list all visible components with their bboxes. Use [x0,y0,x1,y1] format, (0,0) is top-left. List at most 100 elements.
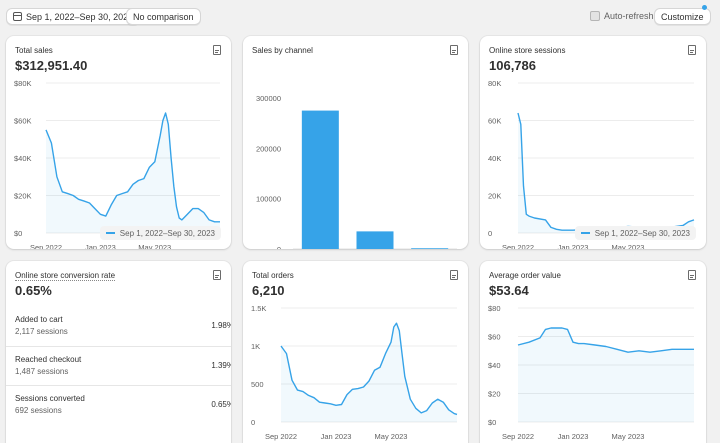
aov-card[interactable]: Average order value $53.64 $0 $20 $40 $60 $8… [480,261,706,443]
legend-swatch [105,232,115,234]
series-line [517,112,695,231]
x-tick-label: Sep 2022 [265,432,297,441]
report-icon[interactable] [213,270,221,280]
x-tick-label: Jan 2023 [85,243,116,249]
series-line [517,327,694,353]
auto-refresh-checkbox[interactable] [590,11,600,21]
y-tick-label: 40K [488,154,501,163]
y-tick-label: 0 [251,418,255,427]
y-tick-label: 80K [488,79,501,88]
sales-by-channel-chart: 0100000200000300000FunnelishOnlineStoreD… [256,94,457,249]
funnel-row-sessions-converted: Sessions converted 692 sessions 0.65% [6,385,231,424]
card-title: Average order value [489,271,561,280]
y-tick-label: $80 [488,304,501,313]
x-tick-label: Jan 2023 [558,243,589,249]
x-tick-label: May 2023 [375,432,408,441]
card-title: Total sales [15,46,53,55]
row-sessions: 692 sessions [15,406,62,415]
conversion-rate-card[interactable]: Online store conversion rate 0.65% Added… [6,261,231,443]
row-label: Added to cart [15,315,63,324]
sessions-card[interactable]: Online store sessions 106,786 0 20K 40K 60K… [480,36,706,249]
date-range-button[interactable]: Sep 1, 2022–Sep 30, 2023 [6,8,141,25]
aov-chart: $0 $20 $40 $60 $80 Sep 2022 Jan 2023 May 2023 [488,304,694,441]
series-area [281,323,457,422]
y-tick-label: 0 [277,245,281,249]
x-tick-label: Sep 2022 [30,243,62,249]
y-tick-label: 20K [488,192,501,201]
x-tick-label: Sep 2022 [502,432,534,441]
x-tick-label: May 2023 [612,243,645,249]
card-title: Sales by channel [252,46,313,55]
y-tick-label: $40K [14,154,32,163]
total-orders-chart: 0 500 1K 1.5K Sep 2022 Jan 2023 May 2023 [251,304,458,441]
chart-legend: Sep 1, 2022–Sep 30, 2023 [99,226,221,240]
sales-by-channel-card[interactable]: Sales by channel 0100000200000300000Funn… [243,36,468,249]
card-value: $312,951.40 [15,58,88,73]
y-tick-label: 0 [488,229,492,238]
legend-swatch [580,232,590,234]
comparison-button[interactable]: No comparison [126,8,201,25]
card-title: Online store conversion rate [15,271,116,281]
auto-refresh-toggle[interactable]: Auto-refresh [590,11,654,21]
y-tick-label: $20K [14,192,32,201]
bar [356,231,394,249]
y-tick-label: $0 [14,229,22,238]
y-tick-label: $20 [488,390,501,399]
row-sessions: 1,487 sessions [15,367,69,376]
funnel-row-reached-checkout: Reached checkout 1,487 sessions 1.39% [6,346,231,385]
series-area [46,113,220,233]
x-tick-label: May 2023 [138,243,171,249]
report-icon[interactable] [450,270,458,280]
x-tick-label: Jan 2023 [558,432,589,441]
report-icon[interactable] [688,270,696,280]
series-area [518,328,694,422]
report-icon[interactable] [450,45,458,55]
row-rate: 1.39% [211,361,231,370]
total-sales-card[interactable]: Total sales $312,951.40 $0 $20K $40K $60K $8… [6,36,231,249]
x-tick-label: May 2023 [612,432,645,441]
customize-label: Customize [661,11,704,22]
total-sales-chart: $0 $20K $40K $60K $80K Sep 2022 Jan 2023 May 20… [14,79,220,249]
y-tick-label: $80K [14,79,32,88]
row-rate: 0.65% [211,400,231,409]
sessions-chart: 0 20K 40K 60K 80K Sep 2022 Jan 2023 May 2023 [488,79,695,249]
card-value: $53.64 [489,283,529,298]
series-line [280,322,458,416]
y-tick-label: 500 [251,380,264,389]
y-tick-label: $60K [14,117,32,126]
calendar-icon [13,12,22,21]
notification-dot [702,5,707,10]
auto-refresh-label: Auto-refresh [604,11,654,21]
y-tick-label: 100000 [256,195,281,204]
y-tick-label: $40 [488,361,501,370]
y-tick-label: 200000 [256,144,281,153]
total-orders-card[interactable]: Total orders 6,210 0 500 1K 1.5K Sep 2022 Jan… [243,261,468,443]
bar [411,248,449,249]
date-range-label: Sep 1, 2022–Sep 30, 2023 [26,11,134,22]
row-rate: 1.98% [211,321,231,330]
x-tick-label: Sep 2022 [502,243,534,249]
bar [301,110,339,249]
y-tick-label: $60 [488,333,501,342]
row-label: Reached checkout [15,355,82,364]
toolbar: Sep 1, 2022–Sep 30, 2023 No comparison A… [0,0,720,34]
y-tick-label: 60K [488,117,501,126]
funnel-row-added-to-cart: Added to cart 2,117 sessions 1.98% [6,307,231,346]
customize-button[interactable]: Customize [654,8,711,25]
report-icon[interactable] [213,45,221,55]
chart-legend: Sep 1, 2022–Sep 30, 2023 [574,226,696,240]
y-tick-label: $0 [488,418,496,427]
card-value: 0.65% [15,283,52,298]
card-value: 6,210 [252,283,285,298]
x-tick-label: Jan 2023 [321,432,352,441]
report-icon[interactable] [688,45,696,55]
y-tick-label: 1.5K [251,304,266,313]
row-label: Sessions converted [15,394,85,403]
row-sessions: 2,117 sessions [15,327,68,336]
legend-label: Sep 1, 2022–Sep 30, 2023 [594,228,690,238]
comparison-label: No comparison [133,11,194,22]
series-line [45,112,220,223]
card-title: Total orders [252,271,294,280]
card-title: Online store sessions [489,46,566,55]
legend-label: Sep 1, 2022–Sep 30, 2023 [119,228,215,238]
